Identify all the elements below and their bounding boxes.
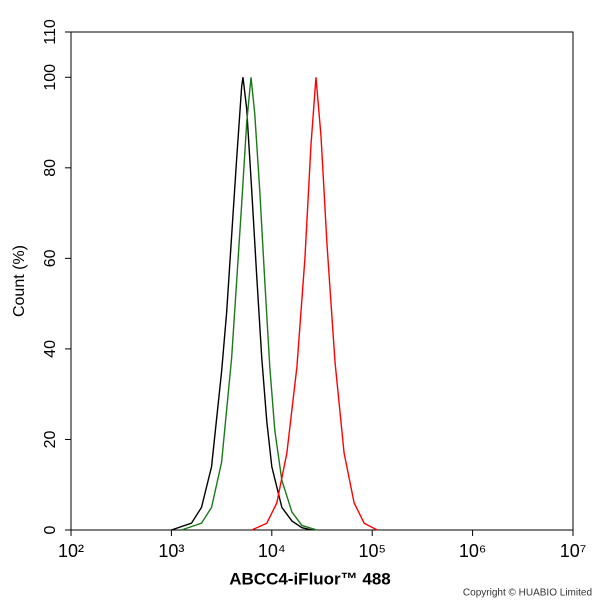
series-line [251, 77, 378, 531]
x-tick-label: 10⁶ [459, 541, 486, 561]
series-line [171, 77, 313, 531]
x-tick-label: 10⁴ [258, 541, 286, 561]
y-tick-label: 80 [42, 159, 59, 177]
x-tick-label: 10⁷ [560, 541, 587, 561]
y-tick-label: 100 [42, 64, 59, 91]
x-tick-label: 10³ [158, 541, 184, 561]
y-tick-label: 20 [42, 430, 59, 448]
y-tick-label: 110 [42, 19, 59, 45]
x-tick-label: 10² [58, 541, 84, 561]
y-axis-label: Count (%) [11, 245, 28, 317]
series-line [181, 77, 318, 531]
x-axis-label: ABCC4-iFluor™ 488 [229, 569, 391, 588]
x-tick-label: 10⁵ [358, 541, 385, 561]
y-tick-label: 60 [42, 249, 59, 267]
y-tick-label: 0 [42, 525, 59, 534]
y-tick-label: 40 [42, 340, 59, 358]
copyright: Copyright © HUABIO Limited [463, 588, 592, 599]
plot-frame [70, 31, 574, 531]
